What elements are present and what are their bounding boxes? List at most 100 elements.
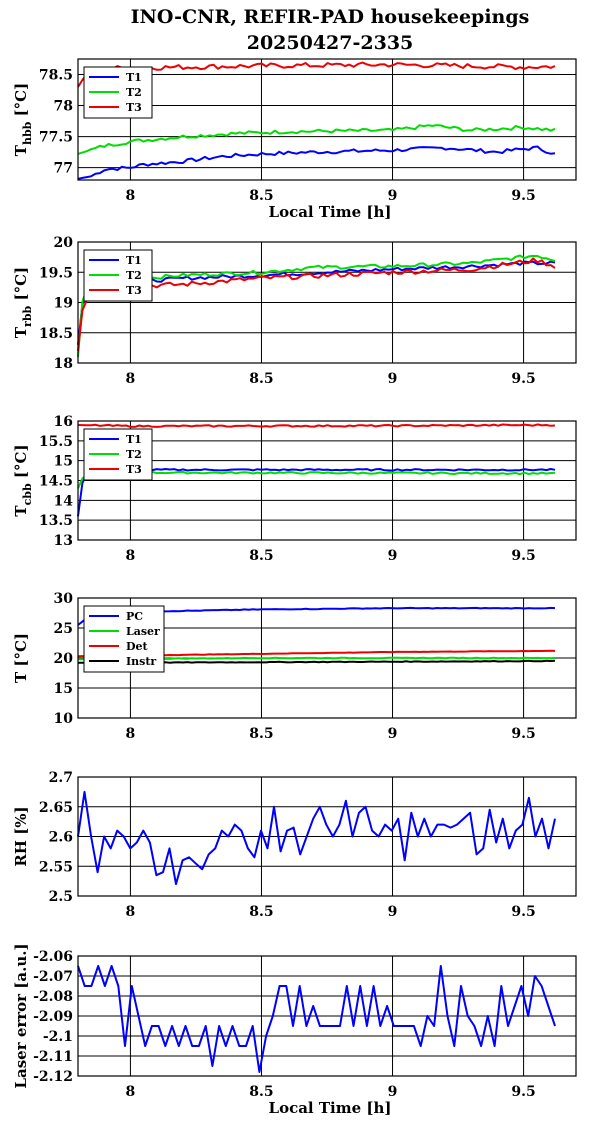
- legend-label: Det: [126, 640, 149, 653]
- x-tick-label: 9.5: [511, 188, 535, 204]
- y-tick-label: 15: [54, 681, 73, 697]
- y-tick-label: -2.1: [43, 1029, 73, 1045]
- legend-label: T3: [126, 101, 142, 114]
- legend-label: Laser: [126, 625, 160, 638]
- x-tick-label: 9.5: [511, 726, 535, 742]
- series-line-t3: [77, 423, 556, 428]
- y-tick-label: 13.5: [39, 513, 73, 529]
- y-tick-label: -2.06: [33, 949, 73, 965]
- series-line-t3: [77, 61, 556, 88]
- x-tick-label: 8: [126, 904, 136, 920]
- y-axis-label-subscript: rbb: [21, 305, 34, 326]
- y-tick-label: 16: [54, 414, 73, 430]
- y-axis-label-unit: [°C]: [12, 83, 30, 117]
- y-tick-label: 2.5: [49, 889, 73, 905]
- plot-frame: [77, 955, 577, 1077]
- plot-frame: [77, 420, 577, 541]
- plot-frame: [77, 58, 577, 181]
- x-tick-label: 9: [388, 188, 398, 204]
- panel-4: 10 15 20 25 30 8 8.5 9 9.5 T [°C] PC Laser Det Instr: [12, 591, 577, 742]
- y-tick-label: 2.7: [49, 770, 73, 786]
- y-axis-label: Laser error [a.u.]: [12, 943, 30, 1088]
- series-line-data: [77, 790, 556, 886]
- x-tick-label: 9: [388, 726, 398, 742]
- y-tick-label: 15.5: [39, 434, 73, 450]
- x-tick-label: 9: [388, 548, 398, 564]
- y-tick-label: 18: [54, 356, 73, 372]
- y-axis-label-main: RH [%]: [12, 806, 30, 866]
- y-tick-label: 18.5: [39, 326, 73, 342]
- x-tick-label: 8: [126, 548, 136, 564]
- y-axis-label-unit: [°C]: [12, 444, 30, 478]
- y-tick-label: 2.55: [39, 859, 73, 875]
- y-axis-label: T [°C]: [12, 633, 30, 683]
- legend-label: T1: [126, 254, 142, 267]
- x-axis-label: Local Time [h]: [269, 203, 392, 221]
- y-tick-label: 78: [54, 99, 73, 115]
- panel-2: 18 18.5 19 19.5 20 8 8.5 9 9.5 Trbb [°C] T1 T2 T3: [12, 235, 577, 387]
- panel-3: 13 13.5 14 14.5 15 15.5 16 8 8.5 9 9.5 Tcbb [°C] T1 T…: [12, 414, 577, 564]
- y-tick-label: 10: [54, 711, 74, 727]
- y-tick-label: -2.12: [33, 1069, 73, 1085]
- x-tick-label: 9.5: [511, 548, 535, 564]
- series-line-t2: [77, 254, 556, 357]
- x-tick-label: 8: [126, 1084, 136, 1100]
- chart-title-line-1: INO-CNR, REFIR-PAD housekeepings: [131, 6, 530, 28]
- x-tick-label: 8.5: [249, 188, 273, 204]
- x-tick-label: 9: [388, 904, 398, 920]
- y-tick-label: 19.5: [39, 265, 73, 281]
- y-axis-label: Thbb [°C]: [12, 83, 34, 156]
- y-tick-label: -2.08: [33, 989, 73, 1005]
- y-axis-label-main: T: [12, 326, 30, 338]
- series-line-t2: [77, 470, 556, 489]
- x-tick-label: 8.5: [249, 726, 273, 742]
- legend-label: T1: [126, 71, 142, 84]
- x-tick-label: 8.5: [249, 904, 273, 920]
- y-tick-label: 77: [54, 161, 73, 177]
- x-tick-label: 8: [126, 371, 136, 387]
- y-tick-label: 2.6: [49, 830, 73, 846]
- series-line-data: [77, 965, 556, 1073]
- panel-5: 2.5 2.55 2.6 2.65 2.7 8 8.5 9 9.5 RH [%]: [12, 770, 577, 920]
- y-tick-label: 25: [54, 621, 73, 637]
- legend-label: T3: [126, 463, 142, 476]
- y-axis-label: Trbb [°C]: [12, 267, 34, 338]
- legend-label: T2: [126, 269, 142, 282]
- y-axis-label-subscript: hbb: [21, 121, 34, 145]
- y-tick-label: 15: [54, 454, 73, 470]
- x-tick-label: 9: [388, 371, 398, 387]
- y-axis-label-main: T: [12, 144, 30, 156]
- y-axis-label-main: T [°C]: [12, 633, 30, 683]
- y-tick-label: 13: [54, 533, 73, 549]
- series-line-t1: [77, 260, 556, 345]
- x-tick-label: 9.5: [511, 371, 535, 387]
- y-tick-label: 78.5: [39, 68, 73, 84]
- chart-title-line-2: 20250427-2335: [247, 32, 414, 54]
- y-tick-label: 19: [54, 296, 73, 312]
- y-axis-label: RH [%]: [12, 806, 30, 866]
- legend-label: PC: [126, 610, 143, 623]
- plot-frame: [77, 241, 577, 364]
- legend-label: T2: [126, 448, 142, 461]
- plot-frame: [77, 776, 577, 897]
- y-axis-label-unit: [°C]: [12, 267, 30, 301]
- y-tick-label: 20: [54, 235, 74, 251]
- x-tick-label: 8.5: [249, 548, 273, 564]
- y-tick-label: 14.5: [39, 474, 73, 490]
- y-tick-label: -2.11: [33, 1049, 73, 1065]
- legend-label: T1: [126, 433, 142, 446]
- y-axis-label-main: T: [12, 505, 30, 517]
- y-tick-label: 14: [54, 493, 74, 509]
- series-line-t2: [77, 124, 556, 155]
- x-axis-label: Local Time [h]: [269, 1099, 392, 1117]
- x-tick-label: 9: [388, 1084, 398, 1100]
- x-tick-label: 8: [126, 726, 136, 742]
- y-axis-label: Tcbb [°C]: [12, 444, 34, 516]
- x-tick-label: 9.5: [511, 1084, 535, 1100]
- legend-label: Instr: [126, 655, 156, 668]
- legend-label: T3: [126, 284, 142, 297]
- y-tick-label: -2.07: [33, 969, 73, 985]
- y-tick-label: 2.65: [39, 800, 73, 816]
- x-tick-label: 8.5: [249, 1084, 273, 1100]
